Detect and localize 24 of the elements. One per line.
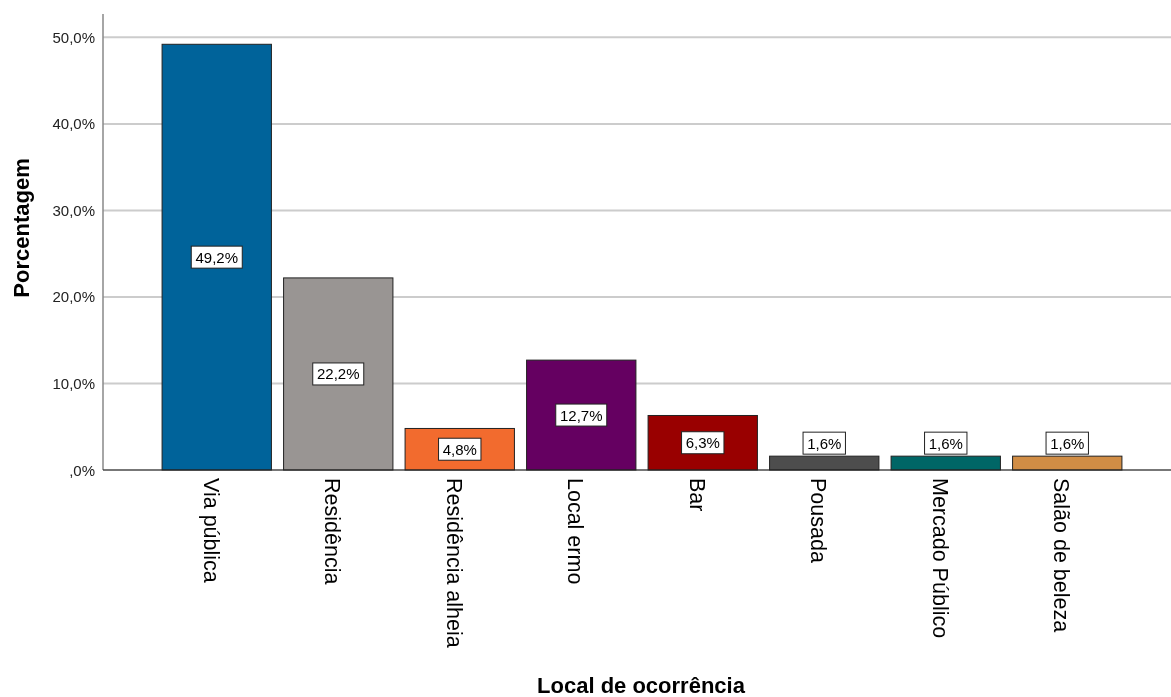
data-label: 4,8% [442, 440, 477, 458]
y-tick-label: 10,0% [52, 374, 95, 392]
data-label: 12,7% [559, 406, 603, 424]
data-label: 22,2% [316, 365, 360, 383]
x-axis-title: Local de ocorrência [537, 672, 746, 697]
y-tick-label: 50,0% [52, 28, 95, 46]
y-tick-label: 30,0% [52, 201, 95, 219]
y-tick-label: ,0% [69, 461, 95, 479]
x-tick-label: Via pública [198, 478, 223, 583]
data-label: 1,6% [1050, 434, 1085, 452]
y-tick-label: 20,0% [52, 288, 95, 306]
data-label: 1,6% [807, 434, 842, 452]
y-tick-label: 40,0% [52, 115, 95, 133]
x-tick-label: Residência [320, 478, 345, 585]
x-tick-label: Pousada [806, 478, 831, 563]
x-tick-label: Salão de beleza [1049, 478, 1074, 633]
y-axis-title: Porcentagem [8, 158, 34, 298]
x-tick-label: Local ermo [563, 478, 588, 585]
x-tick-label: Residência alheia [441, 478, 466, 648]
data-label: 1,6% [928, 434, 963, 452]
x-tick-label: Bar [684, 478, 709, 512]
x-tick-label: Mercado Público [927, 478, 952, 639]
data-label: 49,2% [195, 248, 239, 266]
data-label: 6,3% [685, 434, 720, 452]
